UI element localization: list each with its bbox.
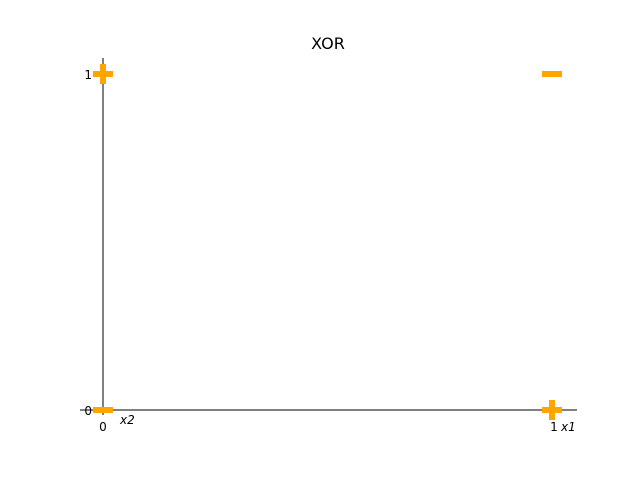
data-points [93, 64, 562, 420]
point-minus-0 [93, 407, 113, 413]
marker-bar-vertical [549, 400, 555, 420]
marker-bar-horizontal [93, 407, 113, 413]
y-tick-label-0: 0 [84, 404, 92, 418]
marker-bar-vertical [100, 64, 106, 84]
y-tick-label-1: 1 [84, 68, 92, 82]
marker-bar-horizontal [542, 71, 562, 77]
chart-title: XOR [311, 34, 345, 53]
x-tick-label-0: 0 [99, 420, 107, 434]
point-minus-3 [542, 71, 562, 77]
x-tick-label-1: 1 [550, 420, 558, 434]
x-axis-label: x1 [560, 420, 576, 434]
y-axis-label: x2 [119, 413, 135, 427]
point-plus-2 [542, 400, 562, 420]
point-plus-1 [93, 64, 113, 84]
